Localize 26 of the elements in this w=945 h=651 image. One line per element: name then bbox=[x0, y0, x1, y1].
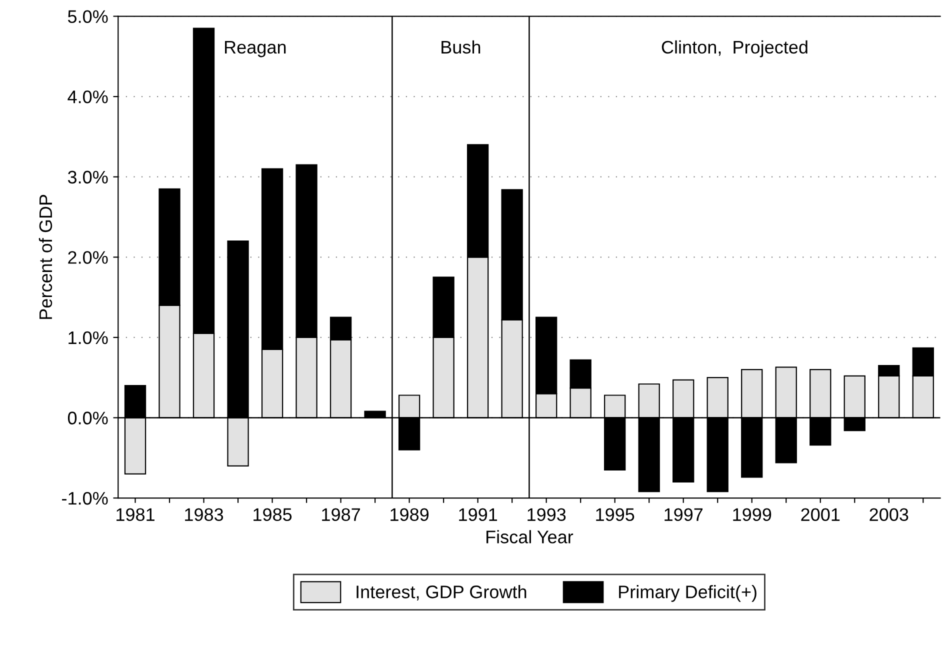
y-tick-label: 4.0% bbox=[68, 90, 108, 104]
x-tick-label: 1993 bbox=[528, 508, 566, 521]
x-tick-label: 2003 bbox=[870, 508, 908, 521]
x-tick-label: 1981 bbox=[116, 508, 154, 521]
x-tick-label: 1991 bbox=[459, 508, 498, 521]
y-tick-label: -1.0% bbox=[62, 492, 108, 505]
x-tick-label: 1987 bbox=[322, 508, 360, 521]
x-tick-label: 1995 bbox=[596, 508, 634, 521]
annotation: Reagan bbox=[225, 41, 286, 58]
x-axis-title: Fiscal Year bbox=[486, 530, 574, 544]
x-tick-label: 1989 bbox=[390, 508, 429, 521]
y-tick-label: 1.0% bbox=[68, 331, 108, 344]
x-tick-label: 1985 bbox=[254, 508, 292, 521]
y-axis-title: Percent of GDP bbox=[38, 194, 52, 319]
y-tick-label: 2.0% bbox=[68, 251, 108, 264]
y-tick-label: 3.0% bbox=[68, 170, 108, 184]
x-tick-label: 2001 bbox=[801, 508, 840, 521]
legend-label: Primary Deficit(+) bbox=[619, 585, 756, 602]
legend-label: Interest, GDP Growth bbox=[356, 585, 526, 600]
x-tick-label: 1983 bbox=[185, 508, 224, 521]
annotation: Clinton, Projected bbox=[662, 40, 808, 58]
x-tick-label: 1999 bbox=[733, 508, 772, 521]
y-tick-label: 0.0% bbox=[68, 412, 108, 424]
annotation: Bush bbox=[442, 40, 480, 54]
x-tick-label: 1997 bbox=[664, 508, 703, 521]
y-tick-label: 5.0% bbox=[68, 10, 108, 23]
